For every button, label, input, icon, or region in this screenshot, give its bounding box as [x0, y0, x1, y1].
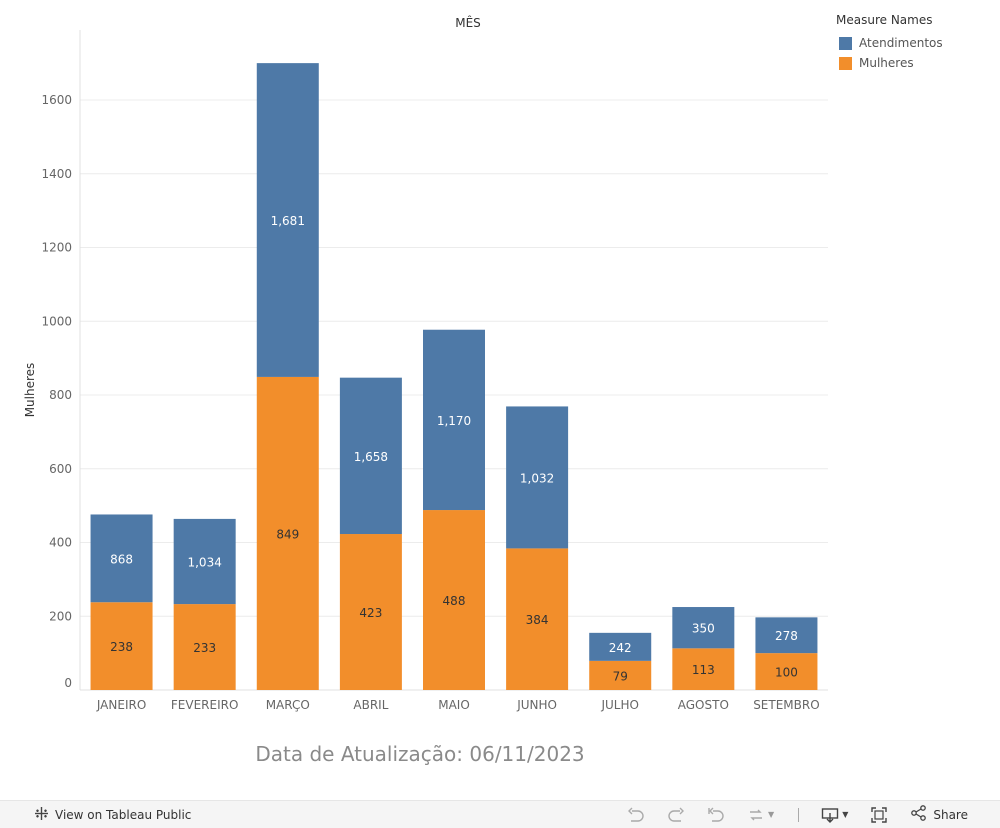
share-icon [910, 805, 928, 824]
bar-label-atendimentos: 242 [609, 641, 632, 655]
x-tick-label: JANEIRO [96, 698, 146, 712]
toolbar-divider [798, 807, 800, 822]
x-tick-label: AGOSTO [678, 698, 729, 712]
y-tick-label: 1400 [41, 167, 72, 181]
bar-mulheres [339, 534, 402, 690]
bar-label-atendimentos: 1,658 [354, 450, 388, 464]
y-tick-label: 0 [64, 676, 72, 690]
bar-label-mulheres: 113 [692, 663, 715, 677]
undo-icon[interactable] [627, 807, 645, 823]
bar-label-atendimentos: 350 [692, 622, 715, 636]
bar-label-mulheres: 423 [359, 606, 382, 620]
refresh-icon[interactable]: ▼ [747, 807, 774, 823]
redo-icon[interactable] [667, 807, 685, 823]
bar-label-atendimentos: 1,034 [187, 555, 221, 569]
share-label: Share [933, 807, 968, 822]
bar-atendimentos [755, 617, 818, 654]
y-axis-title: Mulheres [23, 363, 37, 418]
x-tick-label: SETEMBRO [753, 698, 819, 712]
x-tick-label: ABRIL [353, 698, 388, 712]
bar-label-mulheres: 238 [110, 640, 133, 654]
revert-icon[interactable] [707, 807, 725, 823]
chart-title: MÊS [455, 15, 481, 30]
bar-label-mulheres: 100 [775, 666, 798, 680]
share-button[interactable]: Share [910, 805, 968, 824]
bar-mulheres [90, 602, 153, 690]
bar-atendimentos [173, 518, 236, 605]
bar-atendimentos [256, 63, 319, 377]
legend: Measure Names Atendimentos Mulheres [836, 13, 996, 73]
bar-mulheres [423, 510, 485, 690]
bar-mulheres [672, 648, 735, 690]
bar-label-mulheres: 384 [526, 613, 549, 627]
bar-mulheres [506, 548, 569, 690]
bar-mulheres [256, 376, 319, 690]
legend-label-atendimentos: Atendimentos [859, 36, 943, 50]
y-tick-label: 1600 [41, 93, 72, 107]
bar-atendimentos [339, 377, 402, 535]
legend-swatch-mulheres [839, 56, 852, 70]
download-dropdown-icon[interactable]: ▼ [842, 810, 849, 819]
bar-atendimentos [90, 514, 153, 603]
x-tick-label: FEVEREIRO [171, 698, 239, 712]
legend-title: Measure Names [836, 13, 933, 27]
bar-label-atendimentos: 278 [775, 629, 798, 643]
bar-label-atendimentos: 1,032 [520, 471, 554, 485]
legend-swatch-atendimentos [839, 36, 852, 50]
legend-item-atendimentos[interactable]: Atendimentos [836, 33, 996, 53]
y-tick-label: 400 [49, 536, 72, 550]
x-tick-label: MAIO [438, 698, 470, 712]
bar-atendimentos [506, 406, 569, 549]
x-tick-label: JULHO [600, 698, 638, 712]
bar-label-atendimentos: 1,170 [437, 414, 471, 428]
x-tick-label: MARÇO [266, 698, 310, 712]
y-tick-label: 200 [49, 609, 72, 623]
bar-atendimentos [423, 329, 485, 511]
view-on-tableau-link[interactable]: View on Tableau Public [0, 806, 191, 824]
x-tick-label: JUNHO [516, 698, 557, 712]
chart: MÊS Mulheres 0 200 400 600 800 1000 1200 1400 1600… [23, 15, 828, 712]
bar-label-atendimentos: 1,681 [271, 214, 305, 228]
refresh-dropdown-icon[interactable]: ▼ [768, 810, 775, 819]
bar-label-mulheres: 488 [443, 594, 466, 608]
legend-label-mulheres: Mulheres [859, 56, 914, 70]
bar-label-mulheres: 79 [613, 669, 628, 683]
y-tick-label: 600 [49, 462, 72, 476]
y-tick-label: 800 [49, 388, 72, 402]
tableau-logo-icon [34, 806, 49, 824]
bar-atendimentos [589, 632, 652, 661]
update-date-caption: Data de Atualização: 06/11/2023 [255, 742, 585, 766]
y-tick-label: 1200 [41, 241, 72, 255]
bar-mulheres [589, 660, 652, 690]
y-tick-label: 1000 [41, 314, 72, 328]
bar-mulheres [755, 653, 818, 690]
bar-label-mulheres: 233 [193, 641, 216, 655]
fullscreen-icon[interactable] [870, 806, 888, 823]
view-on-tableau-label: View on Tableau Public [55, 807, 192, 822]
download-icon[interactable]: ▼ [821, 807, 848, 823]
bar-mulheres [173, 604, 236, 690]
bar-label-mulheres: 849 [276, 527, 299, 541]
bar-atendimentos [672, 607, 735, 649]
bar-label-atendimentos: 868 [110, 552, 133, 566]
legend-item-mulheres[interactable]: Mulheres [836, 53, 996, 73]
tableau-toolbar: View on Tableau Public ▼ ▼ Share [0, 800, 1000, 828]
